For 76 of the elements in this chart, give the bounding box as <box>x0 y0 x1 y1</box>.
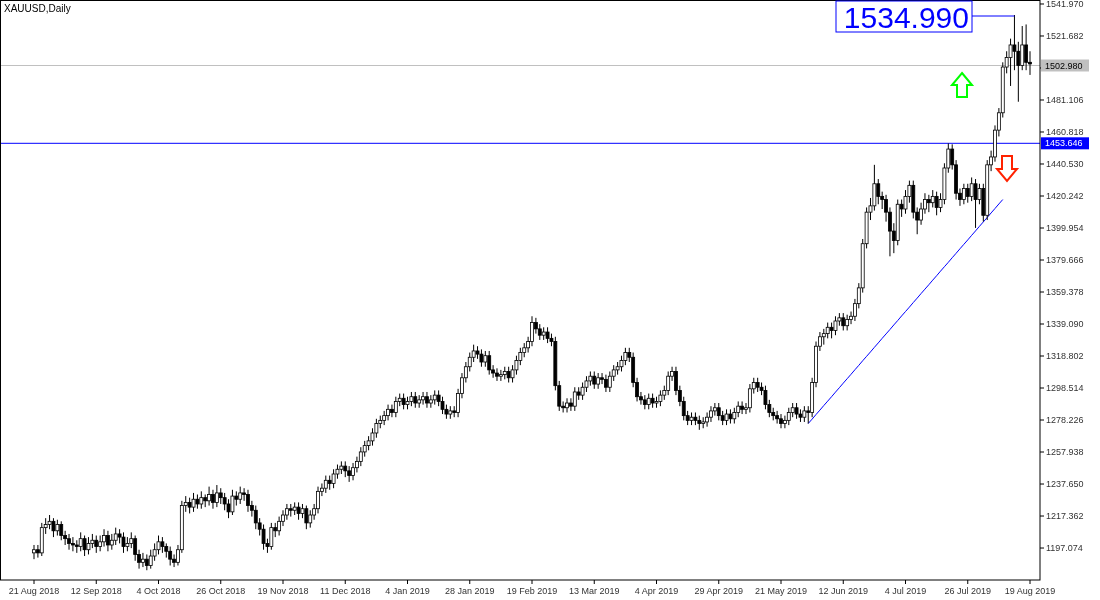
candlestick <box>572 386 577 412</box>
x-tick-label: 26 Oct 2018 <box>196 586 246 596</box>
y-tick-label: 1379.666 <box>1046 255 1084 266</box>
candlestick <box>565 397 569 413</box>
candlestick <box>106 530 110 552</box>
candlestick <box>246 489 250 513</box>
y-tick-label: 1521.682 <box>1046 31 1084 42</box>
candlestick <box>421 391 425 406</box>
x-tick-label: 12 Jun 2019 <box>818 586 869 596</box>
y-tick-label: 1460.818 <box>1046 127 1084 138</box>
candlestick <box>67 533 71 551</box>
x-tick-label: 26 Jul 2019 <box>944 586 992 596</box>
candlestick <box>207 486 211 507</box>
y-tick-label: 1440.530 <box>1046 159 1084 170</box>
y-tick-label: 1278.226 <box>1046 415 1084 426</box>
x-tick-label: 19 Feb 2019 <box>506 586 558 596</box>
candlestick <box>833 315 838 336</box>
y-tick-label: 1257.938 <box>1046 447 1084 458</box>
candlestick <box>393 396 398 418</box>
x-tick-label: 4 Apr 2019 <box>634 586 679 596</box>
y-tick-label: 1318.802 <box>1046 351 1084 362</box>
candlestick <box>666 370 671 396</box>
x-tick-label: 19 Nov 2018 <box>257 586 309 596</box>
candlestick <box>214 484 219 508</box>
x-tick-label: 4 Oct 2018 <box>136 586 181 596</box>
y-tick-label: 1339.090 <box>1046 319 1084 330</box>
y-tick-label: 1197.074 <box>1046 543 1083 554</box>
annotation: 1534.990 <box>843 0 969 34</box>
x-tick-label: 28 Jan 2019 <box>444 586 495 596</box>
candlestick <box>168 546 173 566</box>
chart-title: XAUUSD,Daily <box>4 3 71 14</box>
line-series <box>807 199 1004 425</box>
candlestick <box>498 369 503 382</box>
x-tick-label: 21 Aug 2018 <box>8 586 60 596</box>
y-tick-label: 1481.106 <box>1046 95 1084 106</box>
candlestick <box>102 528 106 548</box>
ref-line-label: 1453.646 <box>1045 138 1083 149</box>
x-tick-label: 12 Sep 2018 <box>70 586 122 596</box>
x-tick-label: 4 Jan 2019 <box>385 586 430 596</box>
y-tick-label: 1399.954 <box>1046 223 1084 234</box>
x-tick-label: 11 Dec 2018 <box>320 586 371 596</box>
y-tick-label: 1237.650 <box>1046 479 1084 490</box>
candlestick <box>1024 23 1029 71</box>
candlestick <box>876 178 881 205</box>
ref-line-label: 1502.980 <box>1045 60 1083 71</box>
x-tick-label: 21 May 2019 <box>754 586 808 596</box>
y-tick-label: 1420.242 <box>1046 191 1084 202</box>
candlestick <box>969 176 974 202</box>
candlestick <box>211 489 215 510</box>
candlestick <box>495 367 499 382</box>
x-tick-label: 4 Jul 2019 <box>884 586 927 596</box>
x-tick-label: 13 Mar 2019 <box>568 586 620 596</box>
candlestick <box>740 400 744 415</box>
y-tick-label: 1217.362 <box>1046 511 1084 522</box>
candlestick <box>59 520 64 541</box>
candlestick <box>604 374 608 393</box>
candlestick <box>386 404 390 421</box>
candlestick <box>347 465 352 483</box>
candlestick <box>141 552 145 568</box>
candlestick <box>961 183 966 205</box>
candlestick <box>596 372 601 390</box>
candlestick <box>845 314 850 331</box>
candlestick <box>71 536 75 552</box>
x-tick-label: 19 Aug 2019 <box>1004 586 1056 596</box>
candlestick <box>779 413 783 429</box>
x-tick-label: 29 Apr 2019 <box>694 586 744 596</box>
y-tick-label: 1359.378 <box>1046 287 1084 298</box>
candlestick <box>709 405 713 423</box>
y-tick-label: 1298.514 <box>1046 383 1084 394</box>
candlestick <box>487 350 492 376</box>
candlestick <box>390 404 394 418</box>
candlestick <box>425 391 429 409</box>
y-tick-label: 1541.970 <box>1046 0 1084 10</box>
candlestick <box>973 178 978 229</box>
candlestick <box>32 544 36 560</box>
candlestick <box>775 410 780 425</box>
